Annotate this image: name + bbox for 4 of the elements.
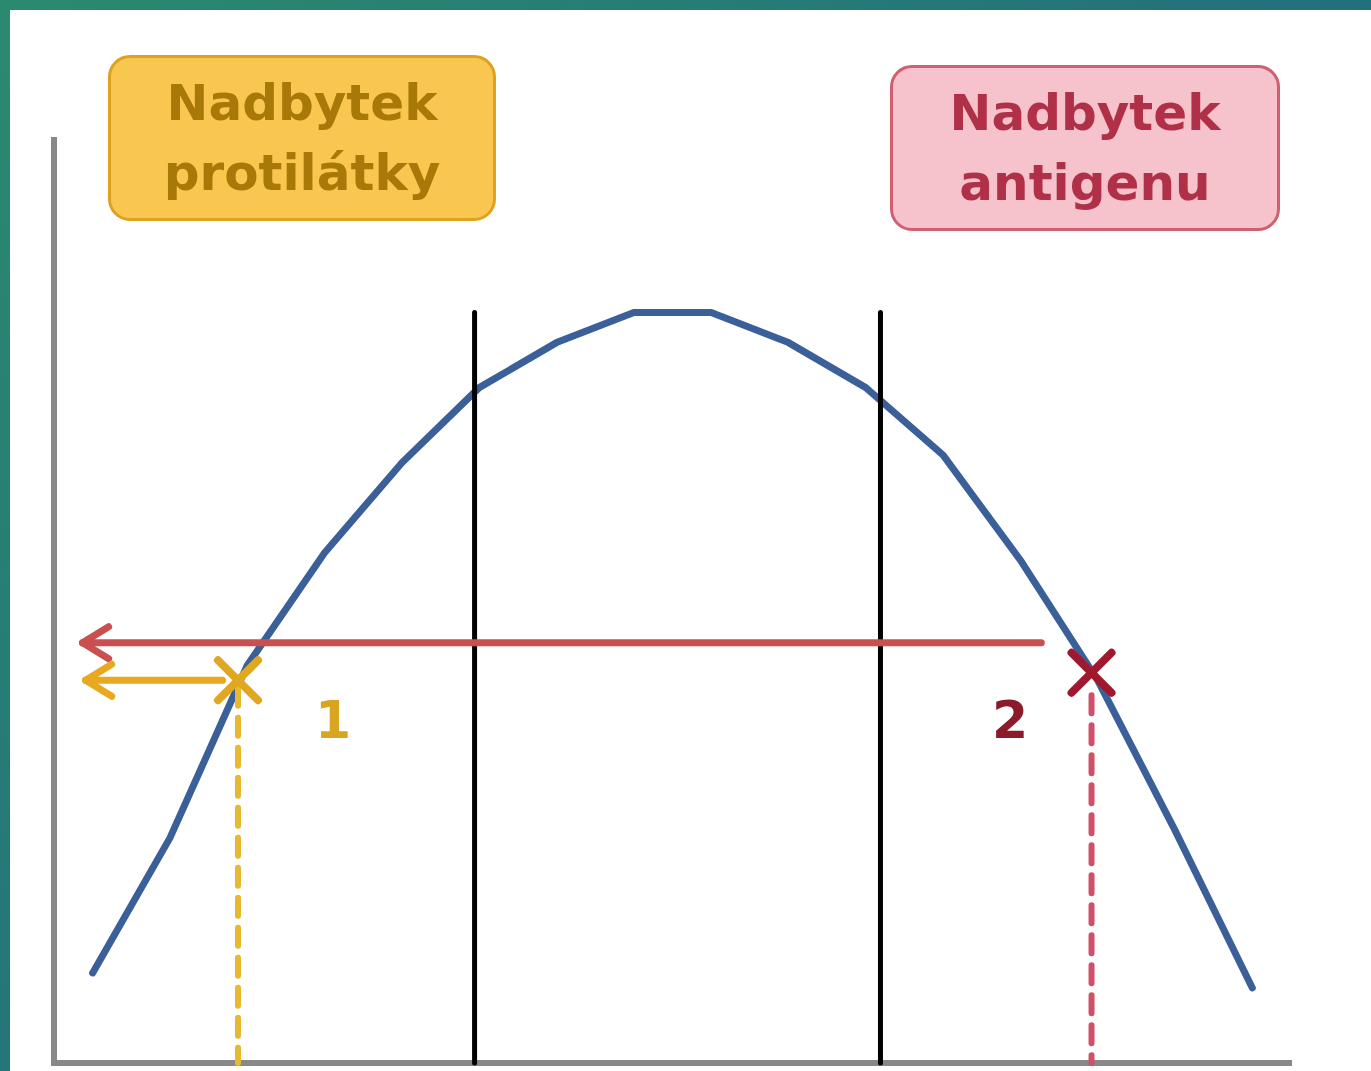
annotation: 2 bbox=[992, 690, 1029, 750]
text: Nadbytek antigenu bbox=[890, 65, 1280, 231]
text: Nadbytek protilátky bbox=[108, 55, 496, 221]
annotation: 1 bbox=[315, 690, 352, 750]
